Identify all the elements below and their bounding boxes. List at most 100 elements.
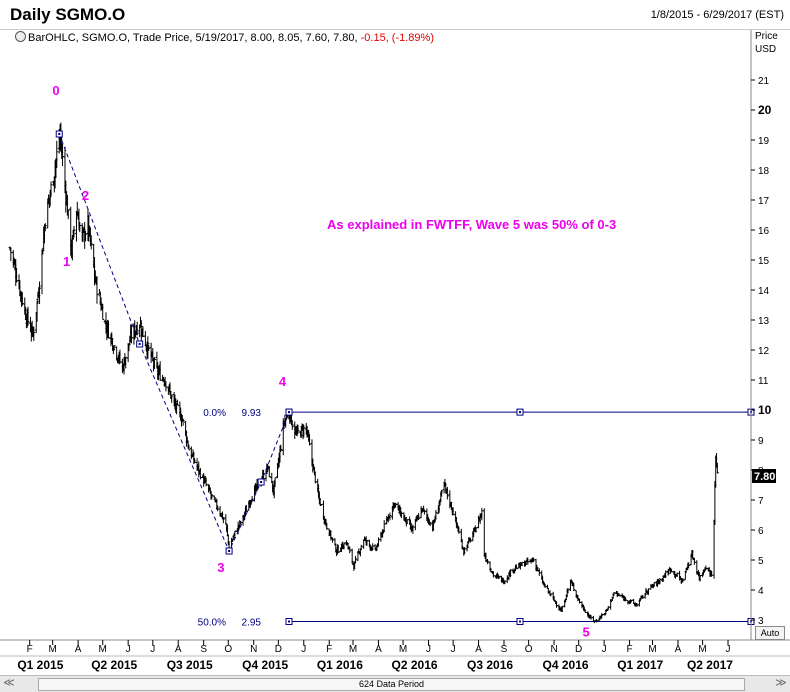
- month-tick-label: D: [275, 644, 282, 655]
- month-tick-label: F: [27, 644, 33, 655]
- month-tick-label: N: [550, 644, 557, 655]
- month-tick-label: A: [375, 644, 382, 655]
- price-tick-label: 10: [758, 403, 772, 417]
- month-tick-label: A: [675, 644, 682, 655]
- auto-scale-button[interactable]: Auto: [755, 626, 785, 640]
- price-tick-label: 12: [758, 346, 770, 357]
- fib-value-label: 2.95: [242, 618, 262, 629]
- fib-handle-dot: [519, 411, 522, 414]
- price-axis-caption-line2: USD: [755, 44, 777, 55]
- last-price-label: 7.80: [754, 471, 775, 483]
- month-tick-label: M: [698, 644, 706, 655]
- price-tick-label: 4: [758, 586, 764, 597]
- price-tick-label: 21: [758, 76, 770, 87]
- series-settings-icon[interactable]: [15, 31, 26, 42]
- annotation-text: As explained in FWTFF, Wave 5 was 50% of…: [327, 217, 616, 232]
- quarter-label: Q3 2015: [167, 658, 213, 672]
- legend-line: BarOHLC, SGMO.O, Trade Price, 5/19/2017,…: [15, 31, 434, 44]
- month-tick-label: S: [501, 644, 508, 655]
- month-tick-label: J: [602, 644, 607, 655]
- wave-handle-dot: [228, 550, 231, 552]
- wave-label: 4: [279, 374, 287, 389]
- price-axis-caption: Price USD: [755, 30, 778, 56]
- chart-title: Daily SGMO.O: [10, 5, 126, 24]
- title-bar: Daily SGMO.O 1/8/2015 - 6/29/2017 (EST): [0, 0, 790, 30]
- quarter-label: Q1 2017: [617, 658, 663, 672]
- price-tick-label: 5: [758, 556, 764, 567]
- fib-percent-label: 0.0%: [203, 408, 226, 419]
- ohlc-bars: [8, 122, 719, 624]
- price-tick-label: 15: [758, 256, 770, 267]
- scroll-left-icon[interactable]: ≪: [3, 677, 15, 689]
- price-axis-caption-line1: Price: [755, 31, 778, 42]
- month-tick-label: J: [726, 644, 731, 655]
- price-tick-label: 3: [758, 616, 764, 627]
- legend-change: -0.15, (-1.89%): [360, 32, 434, 44]
- fib-handle-dot: [519, 620, 522, 623]
- quarter-label: Q2 2017: [687, 658, 733, 672]
- month-tick-label: M: [399, 644, 407, 655]
- month-tick-label: O: [525, 644, 533, 655]
- quarter-label: Q4 2016: [543, 658, 589, 672]
- month-tick-label: M: [648, 644, 656, 655]
- wave-label: 5: [582, 625, 589, 640]
- wave-label: 1: [63, 254, 70, 269]
- month-tick-label: D: [575, 644, 582, 655]
- quarter-label: Q4 2015: [242, 658, 288, 672]
- quarter-label: Q1 2016: [317, 658, 363, 672]
- price-tick-label: 11: [758, 376, 769, 387]
- wave-label: 2: [82, 188, 89, 203]
- price-tick-label: 9: [758, 436, 764, 447]
- plot-area: [10, 50, 751, 632]
- price-tick-label: 16: [758, 226, 770, 237]
- month-tick-label: J: [150, 644, 155, 655]
- data-period-label: 624 Data Period: [358, 679, 425, 689]
- wave-handle-dot: [288, 411, 291, 414]
- scroll-right-icon[interactable]: ≫: [775, 677, 787, 689]
- price-tick-label: 6: [758, 526, 764, 537]
- quarter-label: Q2 2015: [91, 658, 137, 672]
- horizontal-scrollbar[interactable]: ≪ 624 Data Period ≫: [0, 675, 790, 692]
- fib-handle-dot: [288, 620, 291, 623]
- month-tick-label: M: [349, 644, 357, 655]
- price-tick-label: 17: [758, 196, 770, 207]
- last-price-marker: [752, 469, 776, 483]
- scroll-thumb[interactable]: 624 Data Period: [38, 678, 745, 691]
- month-tick-label: M: [48, 644, 56, 655]
- quarter-label: Q2 2016: [392, 658, 438, 672]
- month-tick-label: J: [451, 644, 456, 655]
- month-tick-label: J: [126, 644, 131, 655]
- month-tick-label: A: [175, 644, 182, 655]
- price-tick-label: 14: [758, 286, 770, 297]
- month-tick-label: J: [301, 644, 306, 655]
- wave-label: 3: [217, 560, 224, 575]
- quarter-label: Q1 2015: [17, 658, 63, 672]
- month-tick-label: A: [475, 644, 482, 655]
- price-tick-label: 19: [758, 136, 770, 147]
- wave-layer: 0 1 2 3 4 5: [52, 83, 589, 640]
- wave-label: 0: [52, 83, 59, 98]
- month-tick-label: S: [200, 644, 207, 655]
- month-tick-label: J: [426, 644, 431, 655]
- price-tick-label: 7: [758, 496, 764, 507]
- month-tick-label: F: [626, 644, 632, 655]
- fib-value-label: 9.93: [242, 408, 262, 419]
- price-tick-label: 18: [758, 166, 770, 177]
- month-tick-label: F: [326, 644, 332, 655]
- wave-handle-dot: [58, 133, 61, 135]
- quarter-label: Q3 2016: [467, 658, 513, 672]
- date-range: 1/8/2015 - 6/29/2017 (EST): [650, 9, 784, 21]
- wave-handle-dot: [138, 343, 141, 345]
- month-tick-label: O: [224, 644, 232, 655]
- legend-text: BarOHLC, SGMO.O, Trade Price, 5/19/2017,…: [28, 32, 361, 44]
- price-tick-label: 13: [758, 316, 770, 327]
- month-tick-label: M: [99, 644, 107, 655]
- month-tick-label: N: [250, 644, 257, 655]
- price-tick-label: 20: [758, 103, 772, 117]
- fib-percent-label: 50.0%: [198, 618, 226, 629]
- axis-layer: 3456789101112131415161718192021FMAMJJASO…: [0, 30, 790, 672]
- wave-handle-dot: [260, 481, 263, 483]
- month-tick-label: A: [75, 644, 82, 655]
